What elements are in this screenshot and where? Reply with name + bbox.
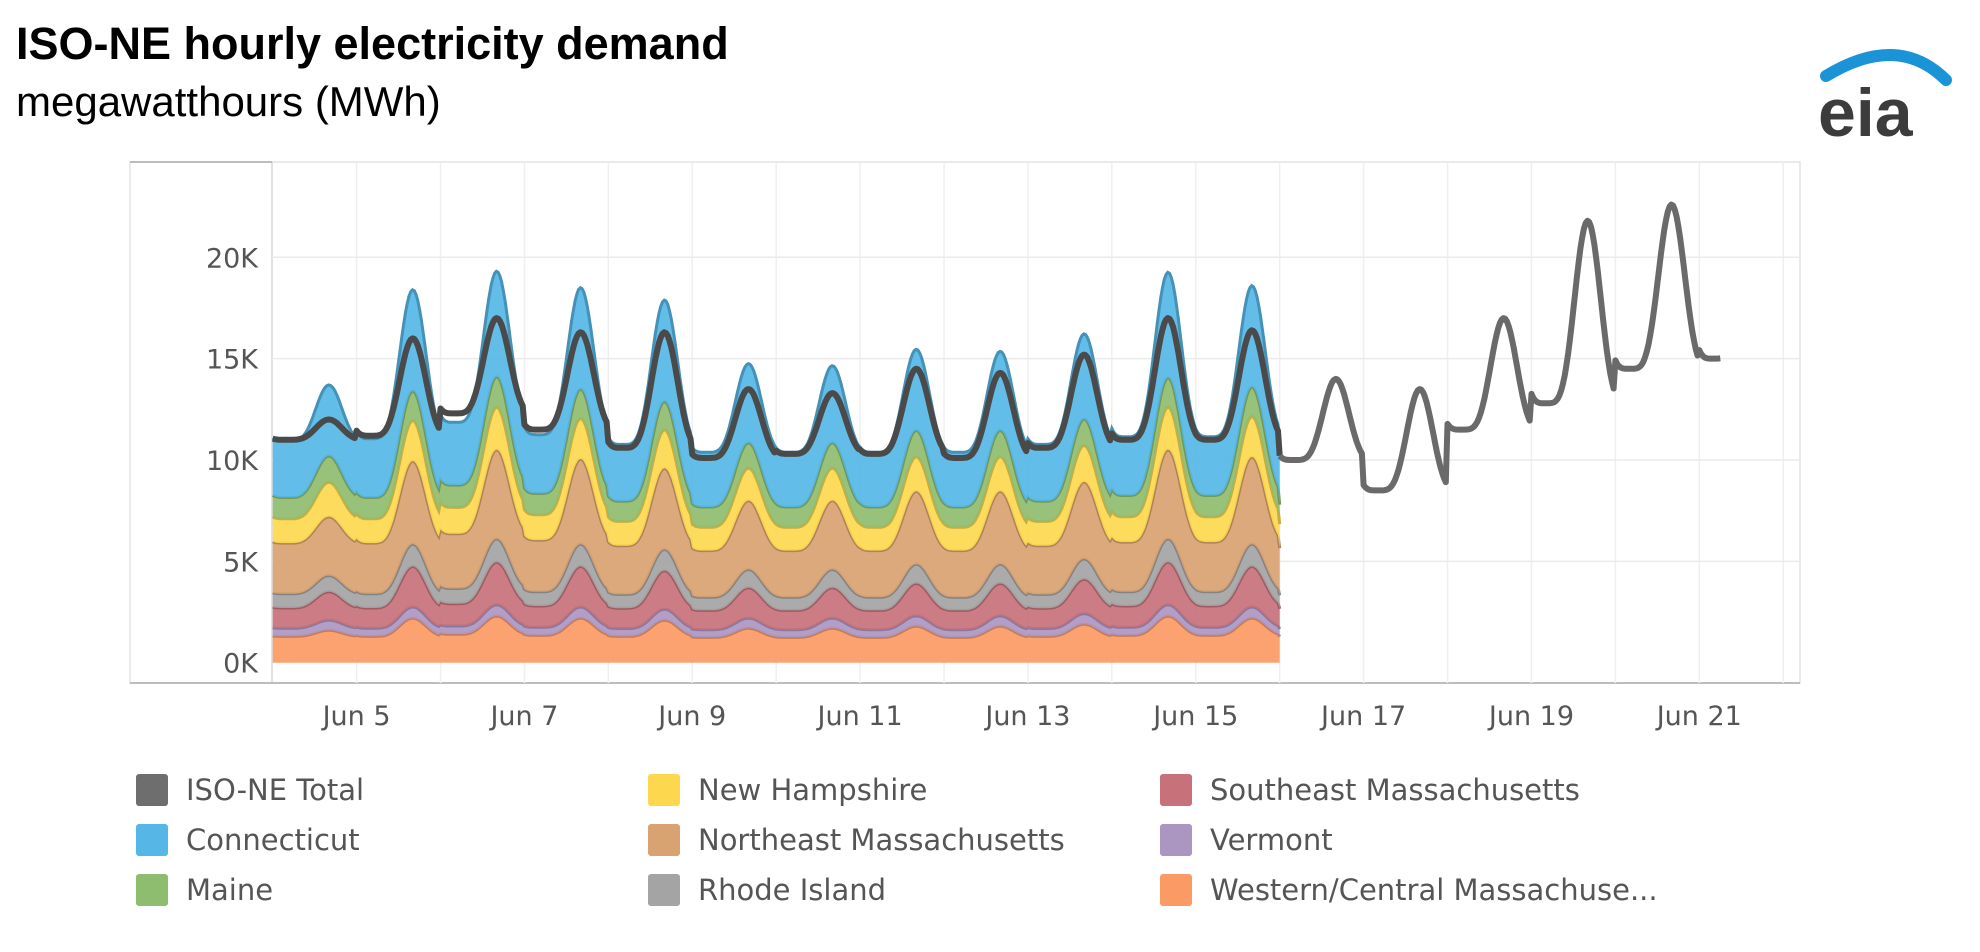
x-tick-label: Jun 7 <box>488 701 558 732</box>
legend-label: Vermont <box>1210 823 1333 857</box>
legend-item[interactable]: Connecticut <box>136 820 360 860</box>
legend-item[interactable]: Southeast Massachusetts <box>1160 770 1580 810</box>
x-tick-label: Jun 5 <box>321 701 391 732</box>
x-tick-label: Jun 19 <box>1487 701 1574 732</box>
legend-swatch <box>1160 874 1192 906</box>
x-tick-label: Jun 15 <box>1151 701 1238 732</box>
y-tick-label: 10K <box>206 446 259 477</box>
area-new-hampshire <box>272 407 1280 551</box>
chart-title: ISO-NE hourly electricity demand <box>16 18 729 69</box>
legend-swatch <box>136 874 168 906</box>
x-tick-label: Jun 21 <box>1655 701 1742 732</box>
y-tick-label: 0K <box>223 649 259 680</box>
legend-item[interactable]: Rhode Island <box>648 870 886 910</box>
y-tick-label: 15K <box>206 345 259 376</box>
legend-item[interactable]: ISO-NE Total <box>136 770 364 810</box>
legend-label: Maine <box>186 873 274 907</box>
legend-label: Northeast Massachusetts <box>698 823 1065 857</box>
legend-label: Western/Central Massachuse... <box>1210 873 1658 907</box>
x-tick-label: Jun 9 <box>656 701 726 732</box>
legend-label: Rhode Island <box>698 873 887 907</box>
legend-swatch <box>648 774 680 806</box>
area-rhode-island <box>272 538 1280 611</box>
legend-swatch <box>1160 824 1192 856</box>
chart-axes: 0K 5K 10K 15K 20K Jun 5 Jun 7 Jun 9 Jun 11 Jun 13… <box>206 243 1742 732</box>
legend-swatch <box>1160 774 1192 806</box>
x-tick-label: Jun 17 <box>1319 701 1406 732</box>
legend-item[interactable]: Northeast Massachusetts <box>648 820 1065 860</box>
legend-swatch <box>648 874 680 906</box>
legend-swatch <box>136 824 168 856</box>
total-line-forecast <box>1277 201 1722 494</box>
y-tick-label: 5K <box>223 547 259 578</box>
area-southeast-massachusetts <box>272 562 1280 630</box>
total-line <box>271 201 1722 494</box>
eia-logo-text: eia <box>1818 75 1914 150</box>
y-tick-label: 20K <box>206 243 259 274</box>
total-line-actual <box>271 315 1283 461</box>
x-tick-label: Jun 13 <box>983 701 1070 732</box>
chart-subtitle: megawatthours (MWh) <box>16 78 441 125</box>
eia-logo-arc <box>1820 49 1952 86</box>
legend-label: Connecticut <box>186 823 360 857</box>
legend-swatch <box>648 824 680 856</box>
legend-label: New Hampshire <box>698 773 928 807</box>
legend-item[interactable]: Vermont <box>1160 820 1333 860</box>
eia-logo-icon: eia <box>1818 49 1952 150</box>
legend-swatch <box>136 774 168 806</box>
area-western-central-massachuse <box>272 616 1280 663</box>
x-tick-label: Jun 11 <box>816 701 903 732</box>
legend-item[interactable]: New Hampshire <box>648 770 927 810</box>
legend-item[interactable]: Western/Central Massachuse... <box>1160 870 1658 910</box>
area-northeast-massachusetts <box>272 449 1280 598</box>
legend-label: ISO-NE Total <box>186 773 365 807</box>
legend-label: Southeast Massachusetts <box>1210 773 1580 807</box>
legend-item[interactable]: Maine <box>136 870 273 910</box>
